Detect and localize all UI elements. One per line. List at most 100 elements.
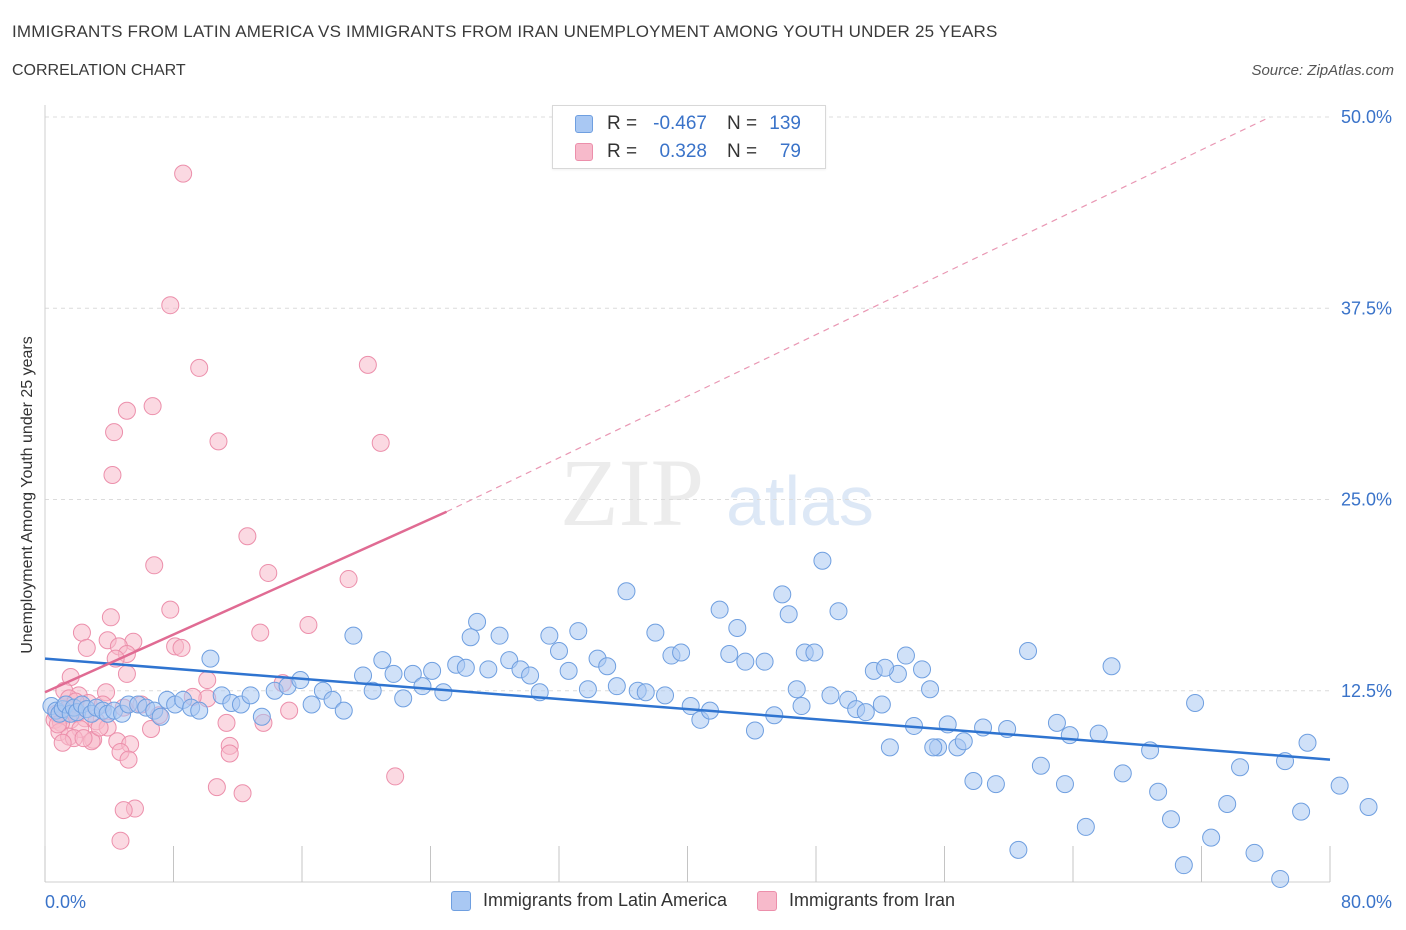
iran-point <box>207 778 226 797</box>
latin-point <box>468 612 487 631</box>
latin-point <box>1161 810 1180 829</box>
legend-swatch-latin <box>575 115 593 133</box>
latin-point <box>656 686 675 705</box>
iran-point <box>111 831 130 850</box>
latin-point <box>1292 802 1311 821</box>
latin-point <box>964 772 983 791</box>
latin-point <box>1359 798 1378 817</box>
latin-point <box>745 721 764 740</box>
x-tick-label: 80.0% <box>1341 892 1392 912</box>
latin-point <box>540 626 559 645</box>
latin-point <box>1174 856 1193 875</box>
correlation-legend: R = -0.467 N = 139 R = 0.328 N = 79 <box>552 105 826 169</box>
latin-point <box>1031 756 1050 775</box>
watermark-zip: ZIP <box>560 439 704 546</box>
latin-point <box>1231 758 1250 777</box>
legend-r-label: R = <box>607 141 638 162</box>
iran-point <box>53 733 72 752</box>
latin-point <box>1047 713 1066 732</box>
iran-point <box>114 801 133 820</box>
latin-point <box>323 690 342 709</box>
legend-n-value: 139 <box>769 113 801 134</box>
latin-point <box>880 738 899 757</box>
iran-point <box>117 664 136 683</box>
latin-point <box>1245 843 1264 862</box>
latin-point <box>646 623 665 642</box>
latin-point <box>813 551 832 570</box>
latin-point <box>1330 776 1349 795</box>
iran-point <box>233 784 252 803</box>
iran-point <box>142 720 161 738</box>
latin-point <box>821 686 840 705</box>
legend-label-iran: Immigrants from Iran <box>789 890 956 910</box>
latin-point <box>1218 794 1237 813</box>
latin-point <box>779 605 798 624</box>
iran-point <box>371 433 390 452</box>
iran-point <box>101 608 120 627</box>
latin-point <box>876 658 895 677</box>
iran-point <box>190 358 209 377</box>
latin-trend-line <box>44 657 1331 761</box>
legend-n-label: N = <box>727 141 758 162</box>
latin-point <box>792 697 811 716</box>
latin-point <box>617 582 636 601</box>
latin-point <box>569 622 588 641</box>
iran-point <box>198 671 217 690</box>
latin-point <box>490 626 509 645</box>
latin-point <box>190 701 209 720</box>
iran-trend-line <box>44 510 448 694</box>
legend-r-label: R = <box>607 113 638 134</box>
latin-point <box>829 602 848 621</box>
latin-point <box>1055 775 1074 794</box>
iran-points <box>45 164 405 850</box>
trend-lines <box>44 116 1331 761</box>
latin-point <box>787 680 806 699</box>
latin-point <box>1102 657 1121 676</box>
iran-point <box>259 563 278 582</box>
latin-point <box>344 626 363 645</box>
latin-point <box>423 661 442 680</box>
latin-point <box>913 660 932 679</box>
latin-point <box>413 677 432 696</box>
latin-point <box>856 703 875 722</box>
y-tick-label: 12.5% <box>1341 681 1392 701</box>
legend-item-iran: Immigrants from Iran <box>757 890 955 911</box>
latin-point <box>921 680 940 699</box>
latin-point <box>1076 817 1095 836</box>
legend-label-latin: Immigrants from Latin America <box>482 890 728 910</box>
legend-r-value: 0.328 <box>659 141 707 162</box>
y-tick-label: 50.0% <box>1341 107 1392 127</box>
iran-point <box>299 615 318 634</box>
chart-subtitle: CORRELATION CHART <box>12 62 186 79</box>
legend-swatch-latin <box>450 890 471 911</box>
axes <box>44 105 1331 883</box>
iran-point <box>358 355 377 374</box>
latin-point <box>479 660 498 679</box>
iran-point <box>103 466 122 485</box>
latin-point <box>1060 726 1079 745</box>
latin-point <box>672 643 691 662</box>
latin-point <box>241 686 260 705</box>
latin-point <box>521 666 540 685</box>
latin-point <box>1271 869 1290 888</box>
latin-point <box>736 652 755 671</box>
iran-point <box>220 744 239 763</box>
iran-point <box>161 600 180 619</box>
source-credit: Source: ZipAtlas.com <box>1251 62 1394 79</box>
latin-point <box>302 695 321 714</box>
latin-point <box>578 680 597 699</box>
series-legend: Immigrants from Latin America Immigrants… <box>0 890 1406 911</box>
latin-point <box>1009 840 1028 859</box>
iran-point <box>143 397 162 416</box>
legend-n-label: N = <box>727 113 758 134</box>
legend-row-iran: R = 0.328 N = 79 <box>575 140 801 164</box>
iran-point <box>217 713 236 732</box>
latin-point <box>598 657 617 676</box>
latin-point <box>728 619 747 638</box>
latin-point <box>1202 828 1221 847</box>
iran-point <box>117 401 136 420</box>
latin-point <box>151 707 170 726</box>
iran-point <box>339 570 358 589</box>
latin-point <box>710 600 729 619</box>
iran-point <box>209 432 228 451</box>
